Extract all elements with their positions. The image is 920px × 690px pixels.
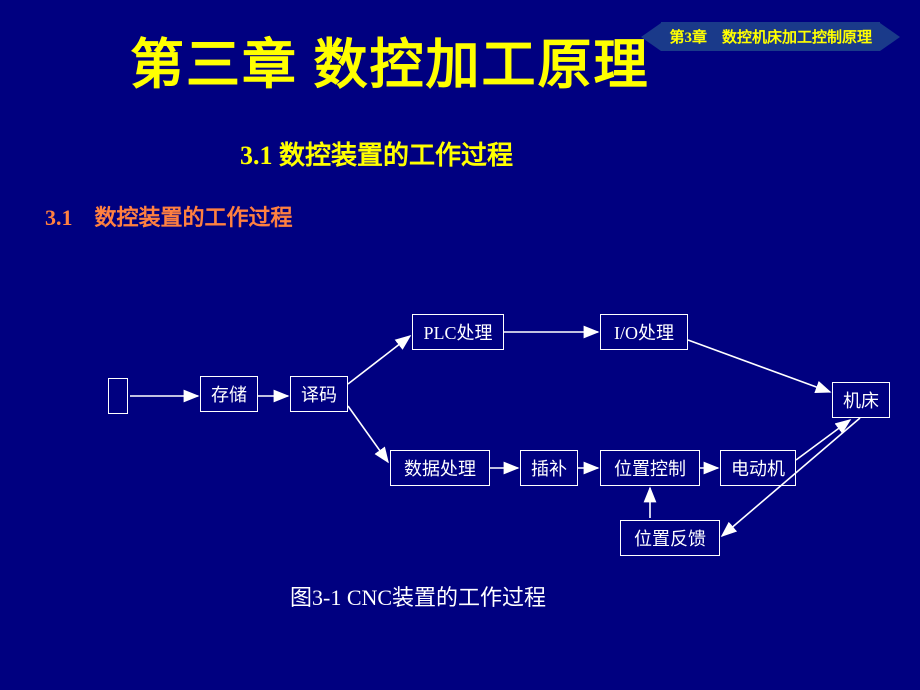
flowchart-edge-motor-machine [796, 420, 850, 460]
flowchart-node-data: 数据处理 [390, 450, 490, 486]
chapter-banner: 第3章 数控机床加工控制原理 [641, 22, 900, 51]
flowchart-node-io: I/O处理 [600, 314, 688, 350]
flowchart-node-decode: 译码 [290, 376, 348, 412]
flowchart-node-plc: PLC处理 [412, 314, 504, 350]
page-title: 第三章 数控加工原理 [130, 20, 650, 99]
flowchart-edge-decode-data [348, 406, 388, 462]
flowchart-diagram: 存储译码 PLC处理 I/O处理数据处理插补位置控制电动机机床位置反馈 [0, 300, 920, 590]
flowchart-node-motor: 电动机 [720, 450, 796, 486]
flowchart-node-machine: 机床 [832, 382, 890, 418]
banner-text: 第3章 数控机床加工控制原理 [661, 22, 880, 51]
figure-caption: 图3-1 CNC装置的工作过程 [290, 580, 546, 612]
banner-chevron-right [880, 23, 900, 51]
flowchart-node-pos: 位置控制 [600, 450, 700, 486]
flowchart-node-interp: 插补 [520, 450, 578, 486]
flowchart-node-input [108, 378, 128, 414]
section-label: 3.1 数控装置的工作过程 [45, 200, 293, 232]
flowchart-edge-decode-plc [348, 336, 410, 384]
flowchart-node-feedback: 位置反馈 [620, 520, 720, 556]
flowchart-node-storage: 存储 [200, 376, 258, 412]
page-subtitle: 3.1 数控装置的工作过程 [240, 135, 513, 172]
flowchart-edge-io-machine [688, 340, 830, 392]
